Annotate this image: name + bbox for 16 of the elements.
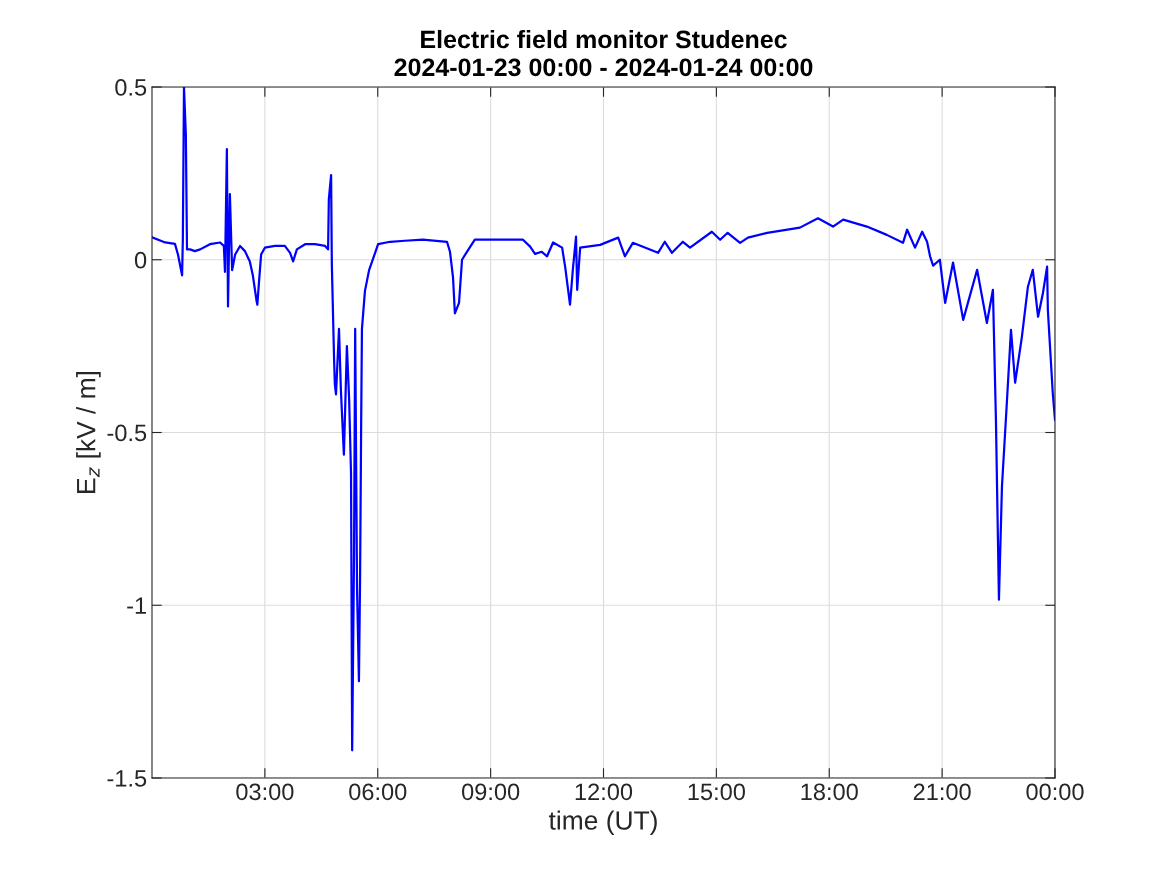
x-tick-label: 09:00	[462, 783, 520, 801]
y-tick-label: 0	[134, 251, 147, 269]
y-tick-label: -1.5	[107, 770, 147, 787]
x-tick-label: 12:00	[575, 783, 633, 801]
x-tick-label: 06:00	[349, 783, 407, 801]
x-tick-label: 03:00	[236, 783, 294, 801]
y-tick-label: 0.5	[115, 79, 147, 96]
x-axis-title: time (UT)	[548, 810, 657, 836]
x-tick-label: 15:00	[688, 783, 745, 801]
x-tick-label: 21:00	[913, 783, 971, 801]
chart-title: Electric field monitor Studenec 2024-01-23 00:00 - 2024-01-24 00:00	[394, 29, 813, 77]
y-tick-label: -0.5	[107, 424, 147, 442]
x-tick-label: 18:00	[801, 783, 858, 801]
y-tick-label: -1	[127, 597, 146, 614]
y-axis-title: E$_{z}$ [kV / m]	[76, 371, 101, 493]
x-tick-label: 00:00	[1026, 783, 1084, 801]
